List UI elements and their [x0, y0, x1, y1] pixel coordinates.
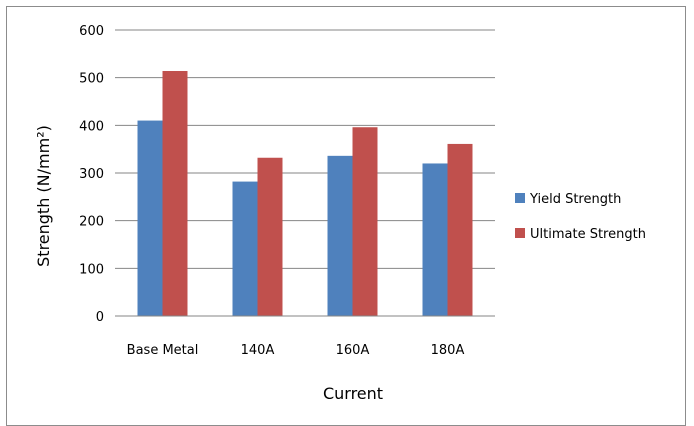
x-tick-label: Base Metal	[127, 343, 199, 358]
x-axis-ticks: Base Metal 140A 160A 180A	[127, 343, 465, 358]
y-tick-label: 100	[79, 262, 104, 277]
bar-ultimate-strength-2	[352, 127, 378, 317]
x-tick-label: 140A	[241, 343, 275, 358]
x-tick-label: 180A	[431, 343, 465, 358]
bar-ultimate-strength-1	[257, 157, 283, 316]
y-tick-label: 300	[79, 167, 104, 182]
x-tick-label: 160A	[336, 343, 370, 358]
legend-swatch	[515, 228, 525, 238]
legend: Yield Strength Ultimate Strength	[515, 192, 646, 242]
y-tick-label: 0	[96, 310, 104, 325]
y-tick-label: 200	[79, 215, 104, 230]
bars	[137, 70, 473, 317]
bar-ultimate-strength-3	[447, 143, 473, 316]
y-tick-label: 500	[79, 72, 104, 87]
bar-yield-strength-0	[137, 120, 163, 316]
y-axis-ticks: 0 100 200 300 400 500 600	[79, 24, 104, 325]
legend-label: Yield Strength	[529, 192, 621, 207]
legend-swatch	[515, 193, 525, 203]
y-tick-label: 400	[79, 119, 104, 134]
bar-yield-strength-2	[327, 155, 353, 316]
legend-label: Ultimate Strength	[530, 227, 646, 242]
bar-ultimate-strength-0	[162, 70, 188, 316]
y-axis-title: Strength (N/mm²)	[34, 125, 53, 267]
x-axis-title: Current	[323, 384, 383, 403]
bar-yield-strength-1	[232, 181, 258, 316]
y-tick-label: 600	[79, 24, 104, 39]
bar-yield-strength-3	[422, 163, 448, 316]
